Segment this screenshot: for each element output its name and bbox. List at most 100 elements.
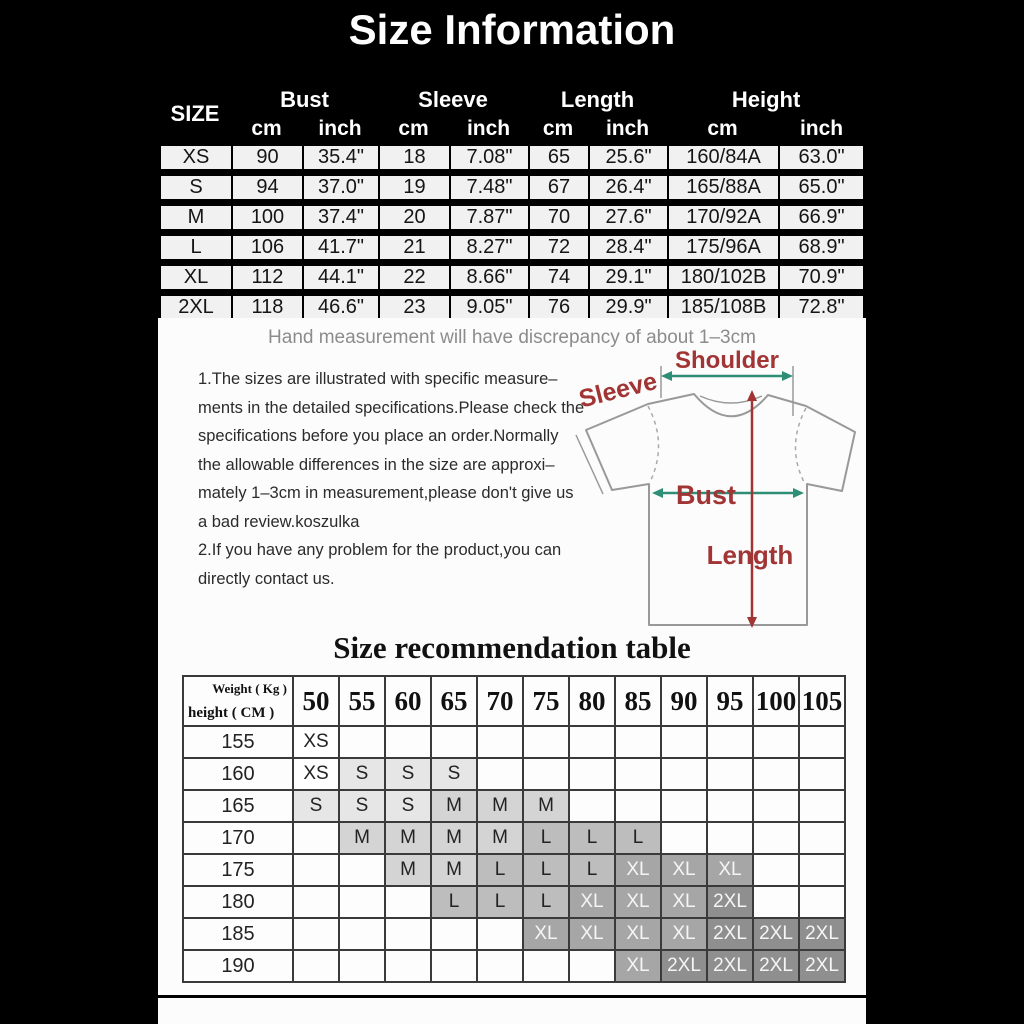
tshirt-measurement-diagram: Shoulder Sleeve Bust Length xyxy=(556,338,866,638)
size-table-cell: 2XL xyxy=(159,294,231,321)
size-table-cell: 7.48" xyxy=(449,174,529,201)
page-title: Size Information xyxy=(348,6,676,53)
size-table-cell: 94 xyxy=(231,174,302,201)
empty-cell xyxy=(798,725,846,759)
empty-cell xyxy=(706,789,754,823)
size-table-cell: 66.9" xyxy=(778,204,866,231)
empty-cell xyxy=(476,725,524,759)
empty-cell xyxy=(798,885,846,919)
size-table-cell: 29.1" xyxy=(588,264,668,291)
height-label-cell: 165 xyxy=(182,789,294,823)
weight-header-cell: 65 xyxy=(430,675,478,727)
length-label: Length xyxy=(707,540,794,570)
length-cm-header: cm xyxy=(542,116,574,140)
size-recommendation-cell: S xyxy=(338,789,386,823)
size-table-cell: 76 xyxy=(528,294,589,321)
height-label-cell: 160 xyxy=(182,757,294,791)
empty-cell xyxy=(384,885,432,919)
size-table-cell: 9.05" xyxy=(449,294,529,321)
size-table-cell: 65 xyxy=(528,144,589,171)
height-label-cell: 175 xyxy=(182,853,294,887)
size-table-cell: 21 xyxy=(378,234,450,261)
size-recommendation-cell: XL xyxy=(706,853,754,887)
size-table-cell: 19 xyxy=(378,174,450,201)
panel-bottom-border xyxy=(158,995,866,998)
sleeve-cm-header: cm xyxy=(398,116,429,140)
size-table-row: M 100 37.4" 20 7.87" 70 27.6" 170/92A 66.9" xyxy=(159,204,866,231)
empty-cell xyxy=(338,949,386,983)
size-recommendation-cell: M xyxy=(384,821,432,855)
empty-cell xyxy=(706,821,754,855)
size-table-cell: 112 xyxy=(231,264,302,291)
empty-cell xyxy=(568,757,616,791)
weight-header-cell: 80 xyxy=(568,675,616,727)
empty-cell xyxy=(752,789,800,823)
size-column-header: SIZE xyxy=(170,101,220,126)
weight-axis-label: Weight ( Kg ) xyxy=(212,681,287,696)
size-recommendation-cell: L xyxy=(614,821,662,855)
size-table-cell: 65.0" xyxy=(778,174,866,201)
empty-cell xyxy=(292,885,340,919)
size-recommendation-cell: L xyxy=(522,853,570,887)
size-table-cell: 35.4" xyxy=(302,144,379,171)
size-table-cell: 72 xyxy=(528,234,589,261)
size-table-cell: 72.8" xyxy=(778,294,866,321)
size-table-cell: 8.66" xyxy=(449,264,529,291)
size-table-cell: 29.9" xyxy=(588,294,668,321)
sleeve-group-header: Sleeve xyxy=(418,87,488,112)
size-recommendation-cell: L xyxy=(476,885,524,919)
size-recommendation-cell: 2XL xyxy=(752,949,800,983)
length-line xyxy=(747,390,757,628)
size-table-cell: 8.27" xyxy=(449,234,529,261)
size-table-cell: 26.4" xyxy=(588,174,668,201)
weight-header-cell: 85 xyxy=(614,675,662,727)
instruction-line: ments in the detailed specifications.Ple… xyxy=(198,398,585,417)
recommendation-row: 155 XS xyxy=(182,725,846,759)
size-table-cell: L xyxy=(159,234,231,261)
size-table-cell: 70.9" xyxy=(778,264,866,291)
size-recommendation-cell: 2XL xyxy=(752,917,800,951)
size-table-header: SIZE Bust Sleeve Length Height cm inch c… xyxy=(159,87,865,141)
size-recommendation-cell: XS xyxy=(292,757,340,791)
size-table-cell: 180/102B xyxy=(667,264,779,291)
size-recommendation-cell: S xyxy=(338,757,386,791)
size-table-cell: 41.7" xyxy=(302,234,379,261)
empty-cell xyxy=(706,757,754,791)
measurement-note: Hand measurement will have discrepancy o… xyxy=(268,327,756,348)
weight-header-cell: 70 xyxy=(476,675,524,727)
empty-cell xyxy=(384,917,432,951)
size-table-row: XL 112 44.1" 22 8.66" 74 29.1" 180/102B 70.9" xyxy=(159,264,866,291)
empty-cell xyxy=(430,917,478,951)
size-recommendation-cell: 2XL xyxy=(706,885,754,919)
size-table-cell: 37.0" xyxy=(302,174,379,201)
weight-header-cell: 55 xyxy=(338,675,386,727)
height-label-cell: 185 xyxy=(182,917,294,951)
length-group-header: Length xyxy=(560,87,635,112)
size-recommendation-cell: 2XL xyxy=(660,949,708,983)
size-recommendation-cell: S xyxy=(384,789,432,823)
size-recommendation-cell: XL xyxy=(660,885,708,919)
size-table-cell: 100 xyxy=(231,204,302,231)
size-table-cell: 90 xyxy=(231,144,302,171)
empty-cell xyxy=(660,725,708,759)
weight-header-cell: 95 xyxy=(706,675,754,727)
empty-cell xyxy=(292,821,340,855)
size-recommendation-cell: M xyxy=(476,821,524,855)
content-panel: Hand measurement will have discrepancy o… xyxy=(158,318,866,1024)
size-recommendation-grid: Weight ( Kg ) height ( CM ) 50 55 60 65 70 75… xyxy=(182,675,846,983)
empty-cell xyxy=(798,821,846,855)
left-armhole-seam xyxy=(647,405,660,483)
empty-cell xyxy=(292,917,340,951)
size-table-cell: 170/92A xyxy=(667,204,779,231)
size-table-body: XS 90 35.4" 18 7.08" 65 25.6" 160/84A 63.0" S 94 37… xyxy=(159,144,866,321)
size-measurements-table: SIZE Bust Sleeve Length Height cm inch c… xyxy=(159,84,866,324)
size-recommendation-cell: S xyxy=(430,757,478,791)
size-recommendation-cell: M xyxy=(384,853,432,887)
size-recommendation-cell: XL xyxy=(614,949,662,983)
size-table-cell: 25.6" xyxy=(588,144,668,171)
empty-cell xyxy=(798,757,846,791)
size-table-row: XS 90 35.4" 18 7.08" 65 25.6" 160/84A 63.0" xyxy=(159,144,866,171)
size-recommendation-cell: M xyxy=(522,789,570,823)
empty-cell xyxy=(614,757,662,791)
weight-header-cell: 100 xyxy=(752,675,800,727)
